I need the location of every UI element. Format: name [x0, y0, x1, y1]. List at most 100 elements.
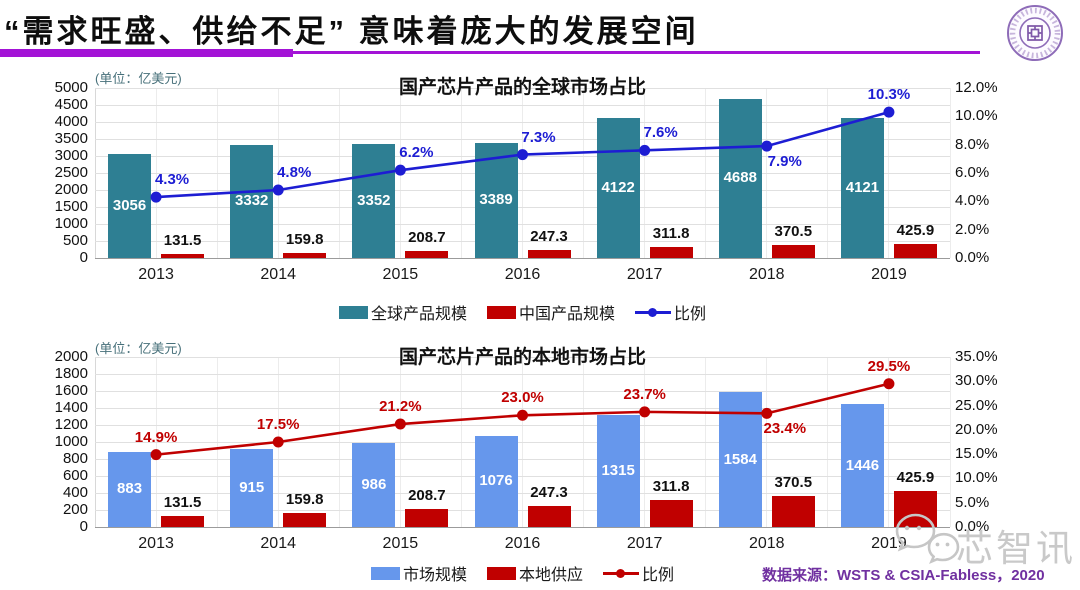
legend-item: 本地供应 [486, 561, 583, 585]
y-axis-tick: 600 [62, 467, 88, 484]
legend-label: 市场规模 [402, 567, 467, 584]
legend-item: 比例 [635, 300, 706, 324]
y2-axis-tick: 5.0% [955, 493, 990, 511]
gridline-h [95, 407, 950, 409]
y2-axis-tick: 0.0% [955, 249, 990, 266]
bar [230, 449, 274, 527]
chart-title: 国产芯片产品的本地市场占比 [398, 347, 646, 368]
bar [596, 415, 640, 527]
y2-axis-tick: 4.0% [955, 192, 990, 210]
y-axis-tick: 0 [79, 518, 88, 535]
seal-glyph [1027, 25, 1043, 41]
y-axis-tick: 1000 [54, 433, 88, 450]
legend: 全球产品规模 中国产品规模 比例 [95, 300, 950, 324]
bar-value-label: 247.3 [530, 227, 568, 245]
y-axis-tick: 2000 [54, 181, 88, 198]
legend-item: 比例 [603, 561, 674, 585]
bar [771, 495, 815, 527]
bar [840, 117, 884, 258]
ratio-point [639, 406, 651, 418]
bar-value-label: 3389 [479, 191, 513, 209]
gridline-v [949, 88, 951, 258]
university-seal-logo [1007, 5, 1063, 61]
gridline-h [95, 138, 950, 140]
y-axis-tick: 1200 [54, 416, 88, 433]
y-axis-tick: 1500 [54, 198, 88, 215]
bar-value-label: 425.9 [896, 221, 935, 239]
y-axis-tick: 4500 [54, 96, 88, 113]
y2-axis-tick: 10.0% [955, 107, 998, 125]
bar [840, 404, 884, 527]
bar [649, 500, 693, 527]
ratio-point [150, 191, 162, 203]
legend-item: 市场规模 [370, 561, 467, 585]
bar [283, 252, 327, 258]
legend-item: 全球产品规模 [338, 300, 467, 324]
y2-axis-tick: 25.0% [955, 396, 998, 414]
legend-label: 全球产品规模 [370, 306, 467, 323]
legend-swatch [370, 566, 400, 580]
bar [474, 435, 518, 527]
bar-value-label: 131.5 [163, 493, 202, 511]
ratio-point-label: 29.5% [867, 357, 911, 375]
ratio-point [394, 164, 406, 176]
ratio-point-label: 7.3% [521, 128, 556, 146]
x-axis-label: 2015 [382, 535, 419, 552]
gridline-h [95, 257, 950, 259]
y2-axis-tick: 12.0% [955, 79, 998, 96]
bar [893, 243, 937, 258]
legend-label: 本地供应 [518, 567, 583, 584]
gridline-h [95, 424, 950, 426]
ratio-line [150, 106, 895, 203]
legend-swatch [338, 305, 368, 319]
gridline-h [95, 509, 950, 511]
ratio-point [150, 449, 162, 461]
bar [161, 253, 205, 258]
x-axis-label: 2013 [138, 266, 174, 283]
ratio-point-label: 23.4% [763, 420, 807, 438]
gridline-h [95, 189, 950, 191]
bar [527, 249, 571, 258]
bar-value-label: 247.3 [530, 483, 568, 501]
bar-value-label: 4121 [845, 178, 880, 196]
ratio-point-label: 14.9% [134, 428, 178, 446]
x-axis-label: 2019 [871, 535, 907, 552]
title-underline-thin [293, 51, 980, 54]
bar-value-label: 915 [239, 479, 265, 497]
x-axis-label: 2013 [138, 535, 174, 552]
bar [283, 513, 327, 527]
x-axis-label: 2014 [260, 266, 296, 283]
bar-value-label: 986 [361, 476, 387, 494]
gridline-v [949, 357, 951, 527]
ratio-point-label: 4.3% [154, 171, 190, 189]
ratio-point-label: 17.5% [256, 416, 300, 433]
y-axis-tick: 400 [62, 484, 88, 501]
gridline-h [95, 223, 950, 225]
gridline-h [95, 87, 950, 89]
bar-value-label: 159.8 [285, 230, 324, 248]
ratio-point [272, 184, 284, 196]
bar-value-label: 1076 [479, 472, 513, 490]
y-axis-tick: 1800 [54, 365, 88, 382]
y-axis-tick: 1000 [54, 215, 88, 232]
x-axis-label: 2015 [382, 266, 419, 283]
gridline-h [95, 121, 950, 123]
legend-label: 比例 [674, 306, 707, 323]
bar-value-label: 311.8 [652, 478, 690, 496]
bar-value-label: 1584 [723, 450, 757, 468]
page-title: “需求旺盛、供给不足” 意味着庞大的发展空间 [4, 14, 699, 49]
y2-axis-tick: 35.0% [955, 348, 998, 365]
ratio-point-label: 6.2% [399, 144, 434, 162]
y-axis-tick: 3000 [54, 147, 88, 164]
chart-title: 国产芯片产品的全球市场占比 [398, 77, 646, 98]
bar [405, 509, 449, 527]
bar-value-label: 3332 [235, 192, 269, 210]
y-axis-tick: 2000 [54, 348, 88, 365]
ratio-point [761, 407, 773, 419]
y2-axis-tick: 8.0% [955, 135, 990, 153]
x-axis-label: 2018 [748, 266, 785, 283]
x-axis-label: 2014 [260, 535, 296, 552]
y-axis-tick: 5000 [54, 79, 88, 96]
bar [474, 142, 518, 258]
